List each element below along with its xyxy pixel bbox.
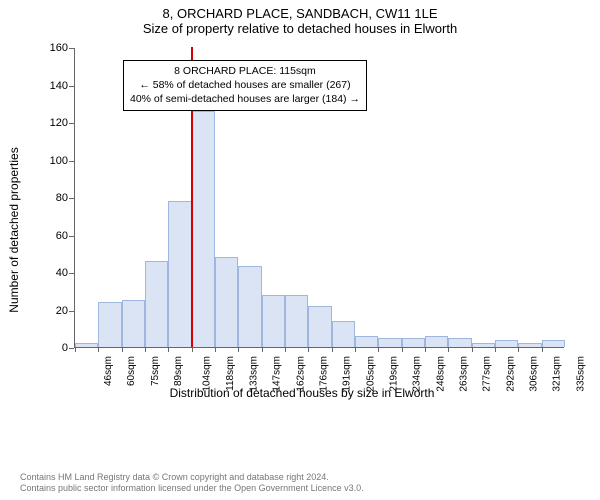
y-tick-label: 140 — [38, 80, 68, 92]
histogram-bar — [425, 336, 448, 347]
y-tick — [69, 311, 74, 312]
chart-container: Number of detached properties 8 ORCHARD … — [32, 40, 572, 420]
histogram-bar — [285, 295, 308, 348]
y-tick — [69, 161, 74, 162]
y-tick — [69, 198, 74, 199]
x-tick-label: 46sqm — [103, 356, 114, 386]
x-tick — [518, 347, 519, 352]
x-tick — [215, 347, 216, 352]
x-tick — [122, 347, 123, 352]
x-tick — [262, 347, 263, 352]
x-tick-label: 335sqm — [575, 356, 586, 392]
y-tick-label: 80 — [38, 192, 68, 204]
histogram-bar — [332, 321, 355, 347]
histogram-bar — [262, 295, 285, 348]
histogram-bar — [75, 343, 98, 347]
title-block: 8, ORCHARD PLACE, SANDBACH, CW11 1LE Siz… — [0, 0, 600, 36]
footer-attribution: Contains HM Land Registry data © Crown c… — [20, 472, 364, 494]
info-box: 8 ORCHARD PLACE: 115sqm← 58% of detached… — [123, 60, 367, 111]
x-tick — [285, 347, 286, 352]
histogram-bar — [448, 338, 471, 347]
histogram-bar — [402, 338, 425, 347]
main-title: 8, ORCHARD PLACE, SANDBACH, CW11 1LE — [0, 6, 600, 21]
x-tick-label: 89sqm — [173, 356, 184, 386]
x-tick — [238, 347, 239, 352]
x-tick — [145, 347, 146, 352]
x-tick — [542, 347, 543, 352]
x-tick — [425, 347, 426, 352]
y-tick — [69, 48, 74, 49]
y-tick-label: 20 — [38, 305, 68, 317]
y-tick — [69, 236, 74, 237]
y-tick — [69, 273, 74, 274]
x-tick-label: 75sqm — [150, 356, 161, 386]
x-tick — [448, 347, 449, 352]
x-tick — [402, 347, 403, 352]
info-box-line: ← 58% of detached houses are smaller (26… — [130, 78, 360, 92]
footer-line-1: Contains HM Land Registry data © Crown c… — [20, 472, 364, 483]
histogram-bar — [122, 300, 145, 347]
info-box-line: 40% of semi-detached houses are larger (… — [130, 92, 360, 106]
x-tick — [495, 347, 496, 352]
histogram-bar — [355, 336, 378, 347]
y-tick-label: 120 — [38, 117, 68, 129]
x-tick — [308, 347, 309, 352]
plot-area: 8 ORCHARD PLACE: 115sqm← 58% of detached… — [74, 48, 564, 348]
histogram-bar — [518, 343, 541, 347]
x-tick — [75, 347, 76, 352]
y-axis-label: Number of detached properties — [7, 147, 21, 312]
y-tick-label: 160 — [38, 42, 68, 54]
footer-line-2: Contains public sector information licen… — [20, 483, 364, 494]
y-tick — [69, 348, 74, 349]
histogram-bar — [192, 111, 215, 347]
x-tick — [472, 347, 473, 352]
histogram-bar — [378, 338, 401, 347]
histogram-bar — [98, 302, 121, 347]
info-box-line: 8 ORCHARD PLACE: 115sqm — [130, 64, 360, 78]
y-tick-label: 40 — [38, 267, 68, 279]
histogram-bar — [495, 340, 518, 348]
histogram-bar — [472, 343, 495, 347]
x-axis-label: Distribution of detached houses by size … — [32, 386, 572, 400]
histogram-bar — [238, 266, 261, 347]
x-tick-label: 60sqm — [126, 356, 137, 386]
x-tick — [192, 347, 193, 352]
y-tick-label: 0 — [38, 342, 68, 354]
sub-title: Size of property relative to detached ho… — [0, 21, 600, 36]
x-tick — [98, 347, 99, 352]
x-tick — [168, 347, 169, 352]
histogram-bar — [542, 340, 565, 348]
histogram-bar — [215, 257, 238, 347]
y-tick — [69, 123, 74, 124]
y-tick — [69, 86, 74, 87]
x-tick — [332, 347, 333, 352]
x-tick — [355, 347, 356, 352]
histogram-bar — [145, 261, 168, 347]
histogram-bar — [168, 201, 191, 347]
histogram-bar — [308, 306, 331, 347]
x-tick — [378, 347, 379, 352]
y-tick-label: 60 — [38, 230, 68, 242]
y-tick-label: 100 — [38, 155, 68, 167]
